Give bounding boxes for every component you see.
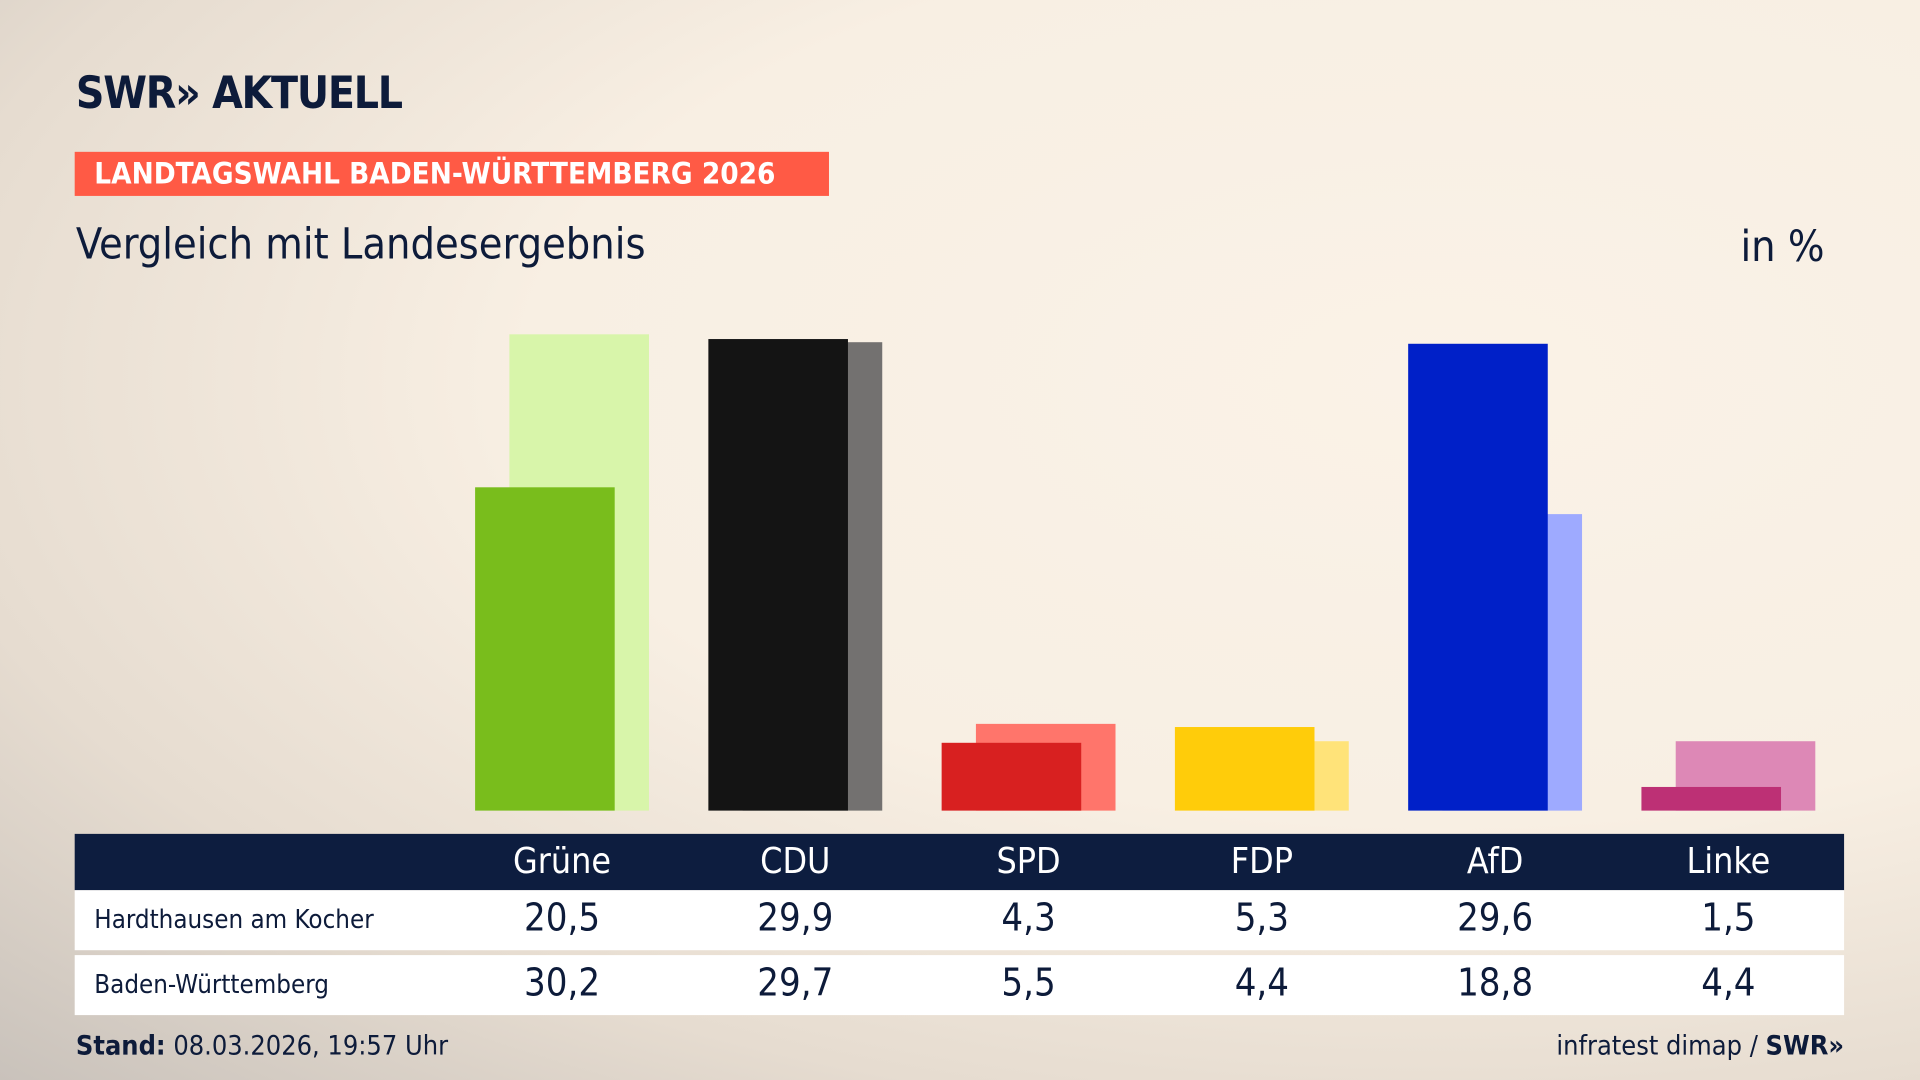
- election-badge: LANDTAGSWAHL BADEN-WÜRTTEMBERG 2026: [74, 151, 829, 196]
- value-cell: 1,5: [1701, 896, 1756, 941]
- table-row: Hardthausen am Kocher 20,5 29,9 4,3 5,3 29,6 1…: [74, 890, 1845, 951]
- stand-label: Stand:: [75, 1031, 166, 1062]
- results-table: Grüne CDU SPD FDP AfD Linke Hardthausen am Ko…: [74, 833, 1845, 1016]
- unit-label: in %: [1740, 222, 1825, 272]
- column-header: FDP: [1230, 840, 1293, 882]
- bar-local-fdp: [1174, 727, 1315, 811]
- column-header: Linke: [1686, 840, 1771, 882]
- value-cell: 5,5: [1001, 961, 1056, 1006]
- table-row: Baden-Württemberg 30,2 29,7 5,5 4,4 18,8 4,4: [74, 955, 1845, 1016]
- source-text: infratest dimap /: [1556, 1031, 1766, 1062]
- timestamp: Stand: 08.03.2026, 19:57 Uhr: [76, 1031, 448, 1062]
- value-cell: 29,6: [1457, 896, 1534, 941]
- stand-value: 08.03.2026, 19:57 Uhr: [165, 1031, 449, 1062]
- value-cell: 4,3: [1001, 896, 1056, 941]
- bar-local-afd: [1408, 343, 1548, 811]
- value-cell: 30,2: [524, 961, 601, 1006]
- bar-local-linke: [1641, 786, 1782, 811]
- value-cell: 20,5: [524, 896, 601, 941]
- swr-logo: SWR»: [1765, 1031, 1845, 1062]
- column-header: AfD: [1466, 840, 1524, 882]
- bar-local-cdu: [708, 339, 848, 811]
- bar-local-spd: [941, 742, 1082, 811]
- value-cell: 5,3: [1234, 896, 1289, 941]
- value-cell: 4,4: [1701, 961, 1756, 1006]
- value-cell: 29,9: [757, 896, 834, 941]
- source: infratest dimap / SWR»: [1556, 1031, 1844, 1062]
- chart-subtitle: Vergleich mit Landesergebnis: [75, 220, 646, 270]
- row-label: Baden-Württemberg: [94, 969, 329, 1000]
- value-cell: 29,7: [757, 961, 834, 1006]
- table-header: Grüne CDU SPD FDP AfD Linke: [74, 833, 1845, 891]
- value-cell: 18,8: [1457, 961, 1534, 1006]
- value-cell: 4,4: [1234, 961, 1289, 1006]
- column-header: SPD: [996, 840, 1061, 882]
- column-header: CDU: [760, 840, 831, 882]
- column-header: Grüne: [513, 840, 612, 882]
- row-label: Hardthausen am Kocher: [94, 904, 374, 935]
- bar-local-grüne: [475, 487, 615, 811]
- swr-aktuell-logo: SWR» AKTUELL: [75, 68, 403, 119]
